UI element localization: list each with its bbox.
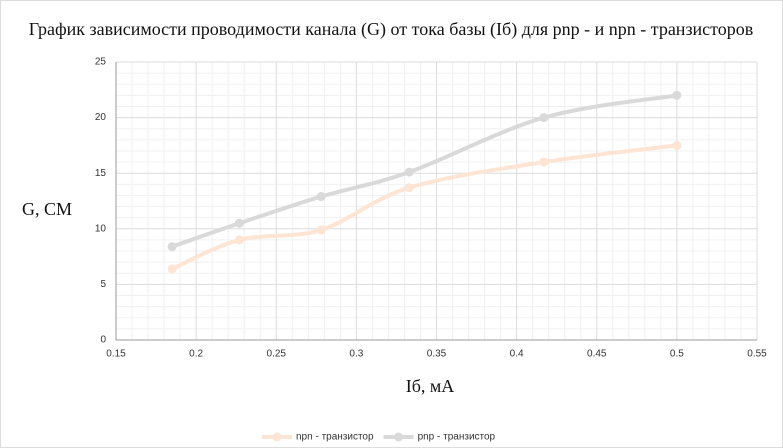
x-tick-label: 0.15 [106,349,126,360]
y-tick-label: 25 [95,57,107,68]
y-tick-label: 0 [100,335,106,346]
x-tick-label: 0.3 [349,349,363,360]
point [234,218,244,228]
x-axis-label: Iб, мА [406,376,455,396]
point [316,192,326,202]
legend-label: pnp - транзистор [418,432,496,443]
y-tick-label: 20 [95,112,107,123]
point [234,235,244,245]
legend-label: npn - транзистор [296,432,374,443]
y-tick-label: 10 [95,223,107,234]
legend-marker [272,432,282,442]
x-tick-label: 0.55 [747,349,767,360]
x-tick-label: 0.45 [587,349,607,360]
x-tick-label: 0.25 [267,349,287,360]
point [404,167,414,177]
chart-title: График зависимости проводимости канала (… [29,19,754,40]
y-tick-label: 5 [100,279,106,290]
point [539,157,549,167]
legend-marker [394,432,404,442]
x-tick-label: 0.35 [427,349,447,360]
point [167,264,177,274]
point [672,90,682,100]
point [316,225,326,235]
point [167,242,177,252]
y-tick-label: 15 [95,168,107,179]
x-tick-label: 0.4 [510,349,524,360]
point [672,140,682,150]
x-tick-label: 0.2 [189,349,203,360]
y-axis-label: G, СМ [22,199,72,219]
point [404,183,414,193]
point [539,113,549,123]
x-tick-label: 0.5 [670,349,684,360]
